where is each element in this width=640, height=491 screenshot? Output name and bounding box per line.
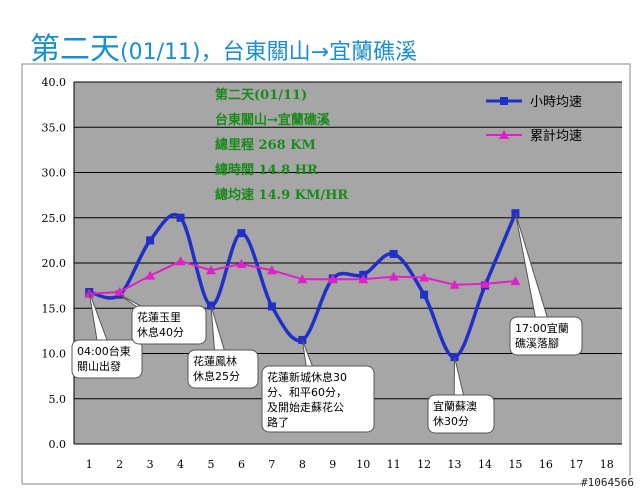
data-point-hourly [146,236,155,245]
data-point-cumulative [236,258,247,268]
data-point-cumulative [327,274,338,284]
x-tick-label: 17 [569,458,583,471]
callout-text: 及開始走蘇花公 [267,400,344,414]
callout-text: 17:00宜蘭 [515,321,569,335]
x-tick-label: 12 [417,458,431,471]
x-tick-label: 11 [387,458,401,471]
data-point-cumulative [145,270,156,280]
info-line-time: 總時間 14.8 HR [215,162,318,178]
x-tick-label: 8 [299,458,306,471]
callout-text: 礁溪落腳 [515,336,559,350]
y-tick-label: 30.0 [42,167,67,180]
x-tick-label: 16 [539,458,553,471]
callout-text: 04:00台東 [77,344,131,358]
x-tick-label: 10 [356,458,370,471]
y-tick-label: 15.0 [42,302,67,315]
page-title-main: 第二天 [30,32,120,67]
data-point-cumulative [388,271,399,281]
y-tick-label: 10.0 [42,348,67,361]
data-point-cumulative [449,279,460,289]
callout-text: 分、和平60分， [267,386,347,399]
y-tick-label: 0.0 [49,438,67,451]
x-tick-label: 6 [238,458,245,471]
callout-text: 休息25分 [193,369,240,383]
legend-marker-cumulative [499,130,509,139]
x-tick-label: 18 [600,458,614,471]
watermark-id: #1064566 [581,476,634,489]
x-tick-label: 5 [208,458,215,471]
page-title-rest: (01/11)，台東關山→宜蘭礁溪 [120,40,418,65]
y-tick-label: 35.0 [42,121,67,134]
data-point-cumulative [419,272,430,282]
data-point-hourly [420,290,429,299]
info-line-day: 第二天(01/11) [215,87,307,103]
x-tick-label: 9 [329,458,336,471]
y-tick-label: 20.0 [42,257,67,270]
y-tick-label: 40.0 [42,76,67,89]
info-line-avg: 總均速 14.9 KM/HR [215,187,348,203]
data-point-cumulative [175,256,186,266]
data-point-cumulative [206,265,216,275]
callout-text: 關山出發 [77,359,121,373]
legend-label-hourly: 小時均速 [530,95,582,110]
info-line-route: 台東關山→宜蘭礁溪 [215,112,331,128]
data-point-hourly [176,213,185,222]
info-line-distance: 總里程 268 KM [215,137,316,153]
data-point-cumulative [480,278,490,288]
callout-text: 休息40分 [137,325,184,339]
callout-text: 花蓮玉里 [137,310,181,324]
callout-box [509,316,583,356]
y-tick-label: 25.0 [42,212,67,225]
x-tick-label: 2 [116,458,123,471]
callout-text: 宜蘭蘇澳 [433,399,477,413]
page-title: 第二天(01/11)，台東關山→宜蘭礁溪 [30,24,417,68]
callout-text: 休30分 [433,415,469,428]
x-tick-label: 7 [268,458,275,471]
callout-text: 花蓮新城休息30 [267,370,347,384]
callout-box [71,339,143,379]
info-box: 第二天(01/11) 台東關山→宜蘭礁溪 總里程 268 KM 總時間 14.8… [215,87,348,203]
data-point-hourly [267,302,276,311]
x-tick-label: 4 [177,458,184,471]
data-point-cumulative [510,276,521,286]
callout-box [187,349,259,389]
legend-label-cumulative: 累計均速 [530,128,582,144]
data-point-cumulative [297,274,308,284]
legend: 小時均速 累計均速 [486,95,582,144]
callout-box [427,394,495,434]
data-point-cumulative [266,265,277,275]
y-tick-label: 5.0 [49,393,67,406]
data-point-cumulative [358,274,369,284]
callout-text: 花蓮鳳林 [193,354,237,368]
x-tick-label: 3 [147,458,154,471]
data-point-hourly [237,229,246,238]
legend-marker-hourly [500,97,508,105]
callout-box [131,305,207,345]
data-point-hourly [389,249,398,258]
x-tick-label: 15 [508,458,522,471]
x-tick-label: 13 [448,458,462,471]
data-point-cumulative [114,286,125,296]
x-tick-label: 1 [86,458,93,471]
callout-box [261,365,375,433]
x-tick-label: 14 [478,458,492,471]
callout-text: 路了 [267,416,289,429]
